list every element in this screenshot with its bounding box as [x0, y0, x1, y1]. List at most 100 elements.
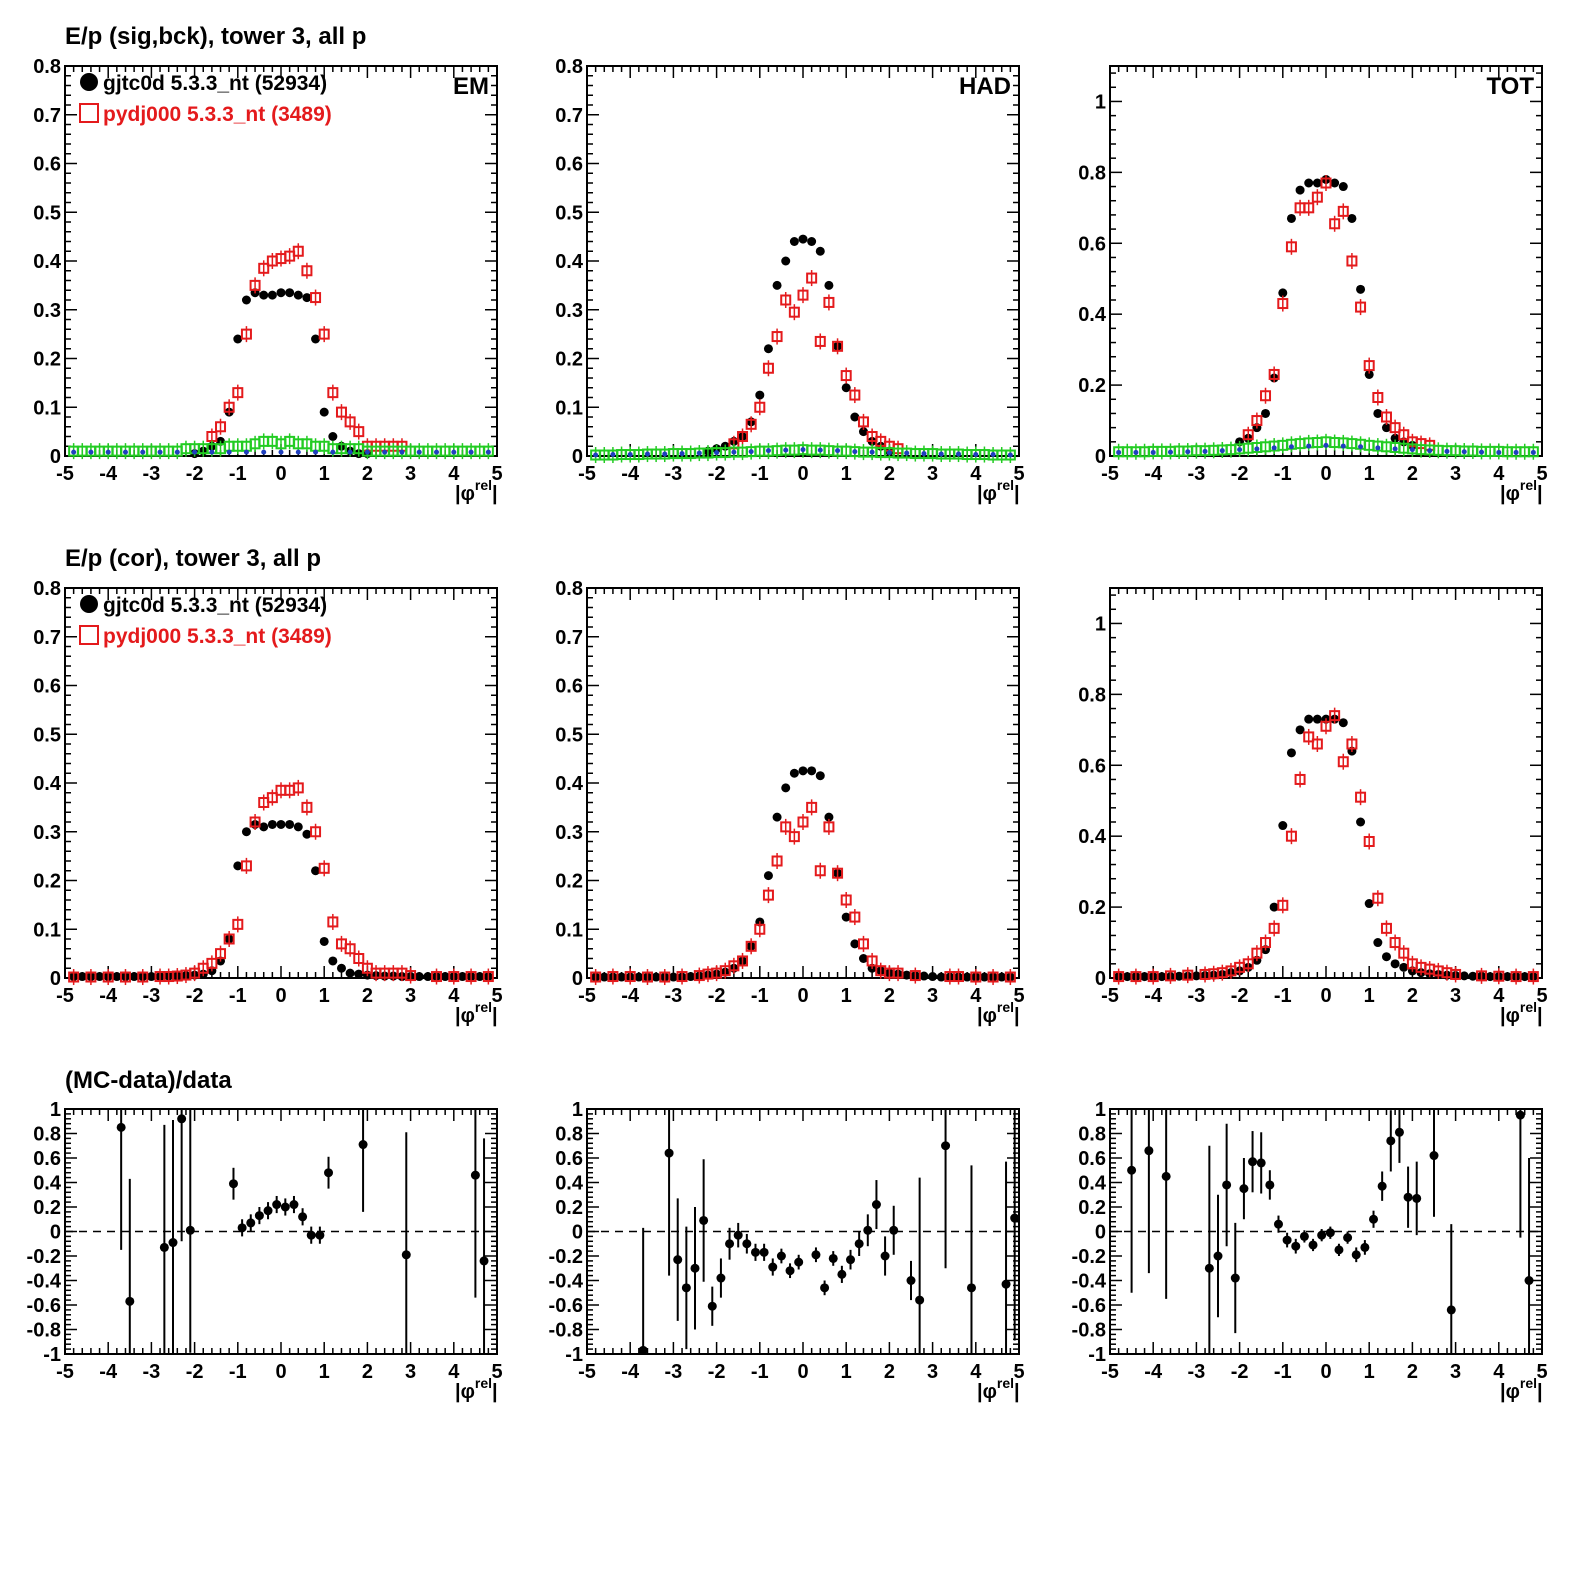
data-point [1355, 301, 1367, 313]
x-tick-label: -2 [186, 1361, 204, 1383]
y-tick-label: -0.8 [27, 1320, 61, 1342]
y-tick-label: 0.2 [1078, 897, 1106, 919]
y-tick-label: 0.4 [555, 1173, 584, 1195]
series-1 [1127, 1109, 1534, 1354]
data-point [1398, 429, 1410, 441]
y-tick-label: -0.4 [27, 1271, 62, 1293]
data-point [1288, 444, 1294, 450]
data-point [869, 449, 875, 455]
y-tick-label: -0.2 [1072, 1246, 1106, 1268]
x-tick-label: -1 [751, 1361, 769, 1383]
row-title: E/p (cor), tower 3, all p [65, 545, 321, 572]
panel-1: E/p (sig,bck), tower 3, all p -5 -4 -3 -2 -1 0… [33, 23, 502, 505]
data-point [1356, 817, 1366, 827]
data-point [1303, 731, 1315, 743]
data-point [1285, 241, 1297, 253]
data-point [979, 972, 989, 982]
data-point [1493, 970, 1505, 982]
panel-7: (MC-data)/data-5 -4 -3 -2 -1 0 1 2 3 4 5-1-0.8-0.6… [27, 1067, 503, 1403]
data-point [1174, 971, 1184, 981]
legend: gjtc0d 5.3.3_nt (52934) pydj000 5.3.3_nt … [79, 594, 332, 648]
data-point [1381, 423, 1391, 433]
x-axis-label: |φrel| [1500, 999, 1543, 1027]
data-point [1346, 255, 1358, 267]
data-point [593, 452, 599, 458]
data-point [1372, 392, 1384, 403]
data-point [1375, 445, 1381, 451]
data-point [956, 451, 962, 457]
data-point [1347, 213, 1357, 223]
x-tick-label: 0 [797, 985, 808, 1007]
data-point [590, 971, 602, 983]
row-title: E/p (sig,bck), tower 3, all p [65, 23, 366, 50]
x-tick-label: 2 [1407, 463, 1418, 485]
y-tick-label: 0.6 [33, 1148, 61, 1170]
data-point [990, 452, 996, 458]
x-tick-label: 4 [448, 1361, 460, 1383]
y-tick-label: 0 [50, 1222, 61, 1244]
data-point [327, 387, 339, 399]
series-1 [1114, 714, 1538, 982]
panel-label: EM [453, 73, 489, 100]
data-point [482, 971, 494, 983]
data-point [737, 955, 749, 967]
y-tick-label: 0.2 [1078, 375, 1106, 397]
data-point [298, 1212, 308, 1222]
data-point [785, 1266, 795, 1276]
data-point [1130, 971, 1142, 983]
x-tick-label: 0 [1320, 1361, 1331, 1383]
data-point [1334, 1245, 1344, 1255]
x-tick-label: -3 [1188, 463, 1206, 485]
data-point [892, 967, 904, 979]
data-point [237, 1223, 247, 1233]
data-point [1122, 972, 1132, 982]
x-tick-label: -5 [1101, 985, 1119, 1007]
data-point [634, 972, 644, 982]
data-point [1502, 972, 1512, 982]
data-point [431, 971, 443, 983]
data-point [344, 416, 356, 428]
x-tick-label: 2 [884, 1361, 895, 1383]
data-point [1133, 449, 1139, 455]
data-point [301, 801, 313, 813]
x-tick-label: 0 [797, 463, 808, 485]
x-tick-label: 1 [319, 463, 330, 485]
y-tick-label: 0.8 [555, 578, 583, 600]
data-point [259, 290, 269, 300]
data-point [1237, 447, 1243, 453]
x-tick-label: 3 [1450, 985, 1461, 1007]
data-point [1381, 952, 1391, 962]
x-tick-label: 2 [1407, 1361, 1418, 1383]
data-point [327, 916, 339, 928]
data-point [344, 943, 356, 955]
data-point [1429, 1151, 1439, 1161]
data-point [673, 1255, 683, 1265]
x-tick-label: -3 [665, 1361, 683, 1383]
data-point [690, 1263, 700, 1273]
x-tick-label: 5 [1013, 985, 1024, 1007]
x-tick-label: -4 [99, 463, 118, 485]
data-point [1295, 185, 1305, 195]
data-point [987, 971, 999, 983]
data-point [849, 389, 861, 401]
y-tick-label: 0.1 [33, 919, 61, 941]
data-point [1277, 298, 1289, 310]
x-tick-label: 3 [1450, 463, 1461, 485]
data-point [1389, 422, 1401, 434]
y-tick-label: 0.2 [555, 871, 583, 893]
y-tick-label: 0.7 [555, 627, 583, 649]
data-point [1524, 1276, 1534, 1285]
data-point [1260, 390, 1272, 402]
data-point [276, 288, 286, 298]
data-point [754, 401, 766, 413]
data-point [794, 1257, 804, 1267]
x-tick-label: -5 [578, 1361, 596, 1383]
x-tick-label: -1 [751, 985, 769, 1007]
data-point [1530, 449, 1536, 455]
data-point [1185, 449, 1191, 455]
x-tick-label: 1 [319, 1361, 330, 1383]
data-point [1320, 177, 1332, 189]
data-point [814, 335, 826, 347]
data-point [1337, 205, 1349, 217]
x-tick-label: -4 [621, 1361, 640, 1383]
